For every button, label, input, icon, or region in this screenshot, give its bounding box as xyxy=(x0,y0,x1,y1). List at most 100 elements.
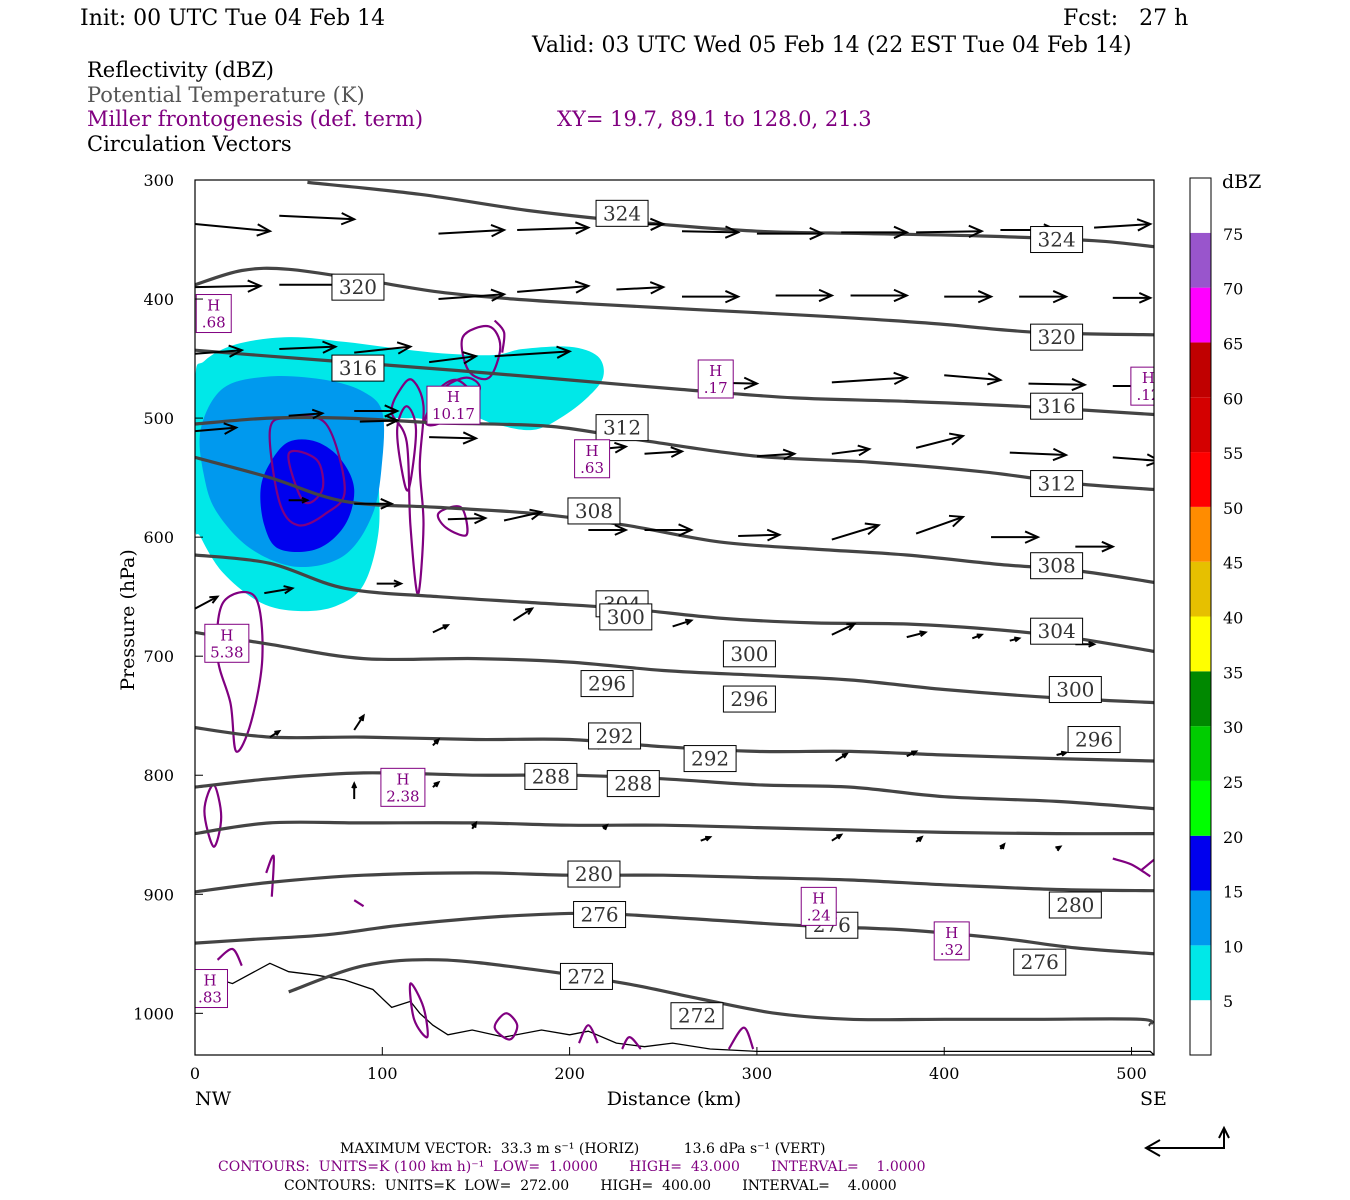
theta-label-320: 320 xyxy=(331,273,385,301)
colorbar-label: 50 xyxy=(1223,499,1243,518)
valid-time-label: Valid: 03 UTC Wed 05 Feb 14 (22 EST Tue … xyxy=(531,33,1132,58)
circulation-vector xyxy=(512,607,535,622)
svg-text:H: H xyxy=(447,388,460,406)
y-axis: 300 400 500 600 700 800 900 1000 xyxy=(133,171,203,1023)
y-tick-label: 500 xyxy=(143,409,174,428)
frontogenesis-contour xyxy=(460,325,502,381)
svg-text:H: H xyxy=(396,770,409,788)
frontogenesis-contour xyxy=(203,783,223,848)
circulation-vector xyxy=(354,498,395,510)
svg-text:H: H xyxy=(709,362,722,380)
circulation-vector xyxy=(438,224,507,238)
circulation-vector xyxy=(503,508,544,522)
plot-area: 3243243203203163163123123083083043043003… xyxy=(195,180,1155,1055)
theta-label-288: 288 xyxy=(606,770,660,798)
circulation-vector xyxy=(351,781,358,800)
frontogenesis-contour xyxy=(287,449,325,505)
circulation-vector xyxy=(841,225,910,240)
frontogenesis-contour xyxy=(436,505,469,537)
theta-label-288: 288 xyxy=(524,762,578,790)
frontogenesis-maximum: H.17 xyxy=(697,359,734,399)
svg-text:.68: .68 xyxy=(202,314,226,332)
circulation-vector xyxy=(471,820,478,830)
circulation-vector xyxy=(681,290,741,304)
circulation-vector xyxy=(1093,218,1153,232)
circulation-vector xyxy=(353,713,365,731)
circulation-vector xyxy=(1056,750,1069,757)
dbz-colorbar: 5 10 15 20 25 30 35 40 45 50 55 60 65 70 75 xyxy=(1189,177,1243,1056)
colorbar-label: 5 xyxy=(1223,992,1233,1011)
circulation-vector xyxy=(850,288,910,303)
theta-contour-272 xyxy=(288,958,1154,1027)
svg-text:308: 308 xyxy=(1038,554,1076,578)
theta-label-272: 272 xyxy=(670,1002,724,1030)
theta-contours xyxy=(195,180,1154,1027)
theta-label-308: 308 xyxy=(567,497,621,525)
circulation-vector xyxy=(269,729,282,738)
svg-text:H: H xyxy=(945,924,958,942)
svg-text:304: 304 xyxy=(1038,619,1076,643)
circulation-vector xyxy=(999,842,1006,850)
circulation-vector xyxy=(288,496,310,504)
circulation-vector xyxy=(906,750,919,758)
frontogenesis-maximum: H10.17 xyxy=(426,385,481,425)
theta-contour-324 xyxy=(307,180,1154,249)
circulation-vector xyxy=(376,579,404,588)
theta-contour-320 xyxy=(195,266,1154,337)
theta-contour-304 xyxy=(195,553,1154,653)
colorbar-segment xyxy=(1190,178,1211,233)
se-end-label: SE xyxy=(1140,1088,1167,1110)
colorbar-frame xyxy=(1189,177,1212,1056)
circulation-vector xyxy=(438,288,507,302)
svg-text:.32: .32 xyxy=(940,941,964,959)
y-tick-label: 700 xyxy=(143,647,174,666)
svg-text:300: 300 xyxy=(730,642,768,666)
svg-text:300: 300 xyxy=(1056,678,1094,702)
theta-label-300: 300 xyxy=(599,603,653,631)
svg-text:10.17: 10.17 xyxy=(432,405,475,423)
colorbar-segment xyxy=(1190,945,1211,1001)
colorbar-label: 35 xyxy=(1223,663,1243,682)
circulation-vector xyxy=(831,833,844,842)
colorbar-segment xyxy=(1190,1000,1211,1055)
circulation-vector xyxy=(1019,290,1069,304)
svg-text:H: H xyxy=(1142,369,1155,387)
circulation-vector xyxy=(831,444,872,457)
x-axis: 0 100 200 300 400 500 xyxy=(190,1047,1147,1083)
svg-text:324: 324 xyxy=(603,201,641,225)
circulation-vector xyxy=(588,524,629,536)
svg-text:2.38: 2.38 xyxy=(386,787,419,805)
frontogenesis-contour xyxy=(493,319,506,353)
frontogenesis-maximum: H.68 xyxy=(195,294,232,334)
legend-circulation-vectors: Circulation Vectors xyxy=(87,132,292,156)
svg-text:292: 292 xyxy=(691,747,729,771)
theta-label-312: 312 xyxy=(1030,470,1084,498)
theta-contour-292 xyxy=(195,771,1154,811)
theta-label-316: 316 xyxy=(331,354,385,382)
svg-text:296: 296 xyxy=(1075,728,1113,752)
reference-vector-icon xyxy=(1143,1125,1230,1157)
svg-text:276: 276 xyxy=(1021,950,1059,974)
theta-label-296: 296 xyxy=(1067,726,1121,754)
circulation-vector xyxy=(644,523,694,537)
frontogenesis-contour xyxy=(215,590,264,753)
circulation-vector xyxy=(775,288,835,303)
y-tick-label: 400 xyxy=(143,290,174,309)
svg-text:316: 316 xyxy=(1038,394,1076,418)
y-tick-label: 300 xyxy=(143,171,174,190)
svg-text:276: 276 xyxy=(580,903,618,927)
circulation-vector xyxy=(831,371,910,386)
frontogenesis-maximum: H.24 xyxy=(800,886,837,926)
colorbar-label: 15 xyxy=(1223,883,1243,902)
colorbar-segment xyxy=(1190,232,1211,288)
circulation-vector xyxy=(672,618,694,628)
colorbar-segment xyxy=(1190,561,1211,617)
init-time-label: Init: 00 UTC Tue 04 Feb 14 xyxy=(80,6,385,31)
svg-text:320: 320 xyxy=(339,275,377,299)
frontogenesis-contour xyxy=(216,947,243,967)
frontogenesis-contour xyxy=(621,1035,642,1050)
circulation-vector xyxy=(447,512,488,525)
theta-label-324: 324 xyxy=(1030,226,1084,254)
x-tick-label: 200 xyxy=(554,1064,585,1083)
